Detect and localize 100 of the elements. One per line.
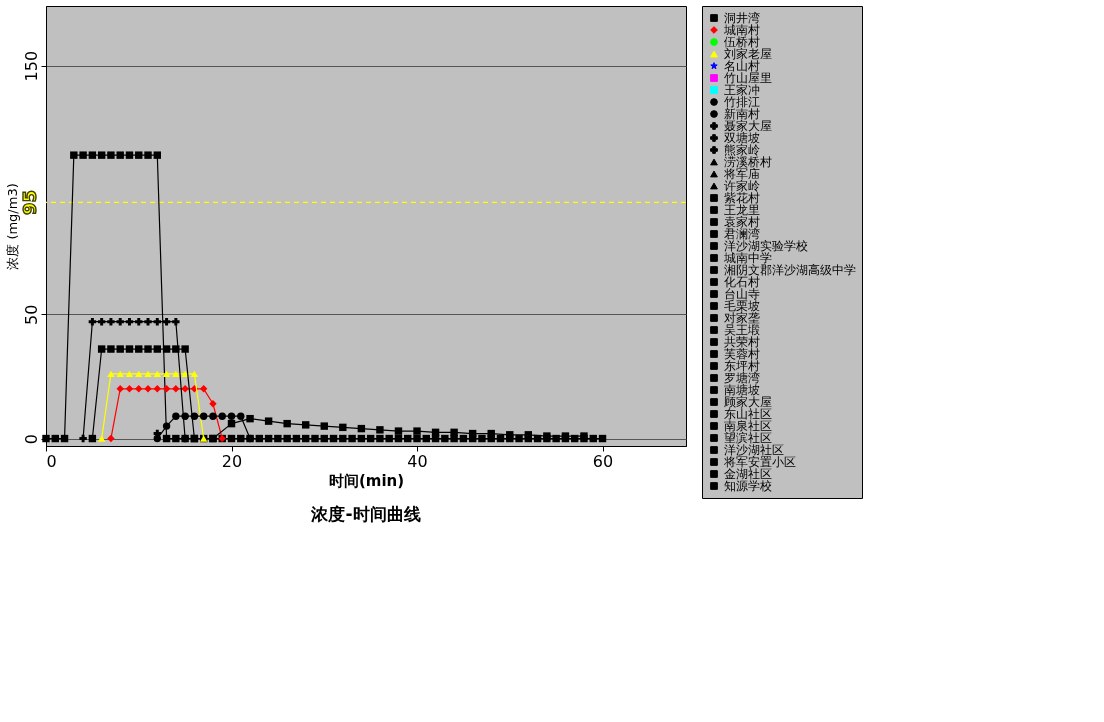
text: 浓度-时间曲线 [310,503,421,524]
legend-label: 紫花村 [724,191,760,205]
point [135,370,143,378]
point [172,345,180,353]
legend-label: 涝溪桥村 [724,155,772,169]
x-axis-title: 时间(min) [328,471,405,490]
point [376,426,384,434]
point [209,412,217,420]
legend-label: 知源学校 [724,479,772,493]
legend-label: 洞井湾 [724,11,760,25]
legend-label: 金湖社区 [724,467,772,481]
point [153,345,162,353]
point [199,385,208,393]
point [125,318,134,326]
point [172,385,180,393]
point [413,427,421,435]
legend-label: 东坪村 [724,359,760,373]
point [394,427,403,435]
legend-label: 王家冲 [724,83,760,97]
legend-label: 对家垄 [724,311,760,325]
point [107,434,115,443]
point [153,385,162,393]
point [190,370,199,378]
point [135,345,143,353]
point [107,345,115,353]
point [209,434,217,443]
legend-label: 双塘坡 [724,131,760,145]
point [524,431,533,439]
y-tick-label: 50 [21,304,41,325]
point [116,345,124,353]
legend-label: 吴王塅 [724,323,760,337]
legend-label: 化石村 [724,275,760,289]
legend-label: 湘阴文郡洋沙湖高级中学 [724,263,856,277]
legend-label: 洋沙湖社区 [724,443,784,457]
legend-label: 伍桥村 [724,35,760,49]
point [125,345,134,353]
point [162,345,171,353]
point [162,370,171,378]
point [135,385,143,393]
point [153,318,162,326]
point [246,414,254,423]
point [107,370,115,378]
point [237,412,245,420]
y-axis-title: 浓度 (mg/m3) [4,183,20,270]
point [97,435,106,442]
point [125,370,134,378]
point [283,419,291,428]
legend-label: 南泉社区 [724,419,772,433]
x-tick-label: 0 [46,451,57,471]
point [227,412,236,420]
point [162,422,171,430]
legend-label: 望滨社区 [724,431,772,445]
legend-label: 城南村 [723,23,760,37]
legend-label: 洋沙湖实验学校 [724,239,808,253]
legend-label: 新南村 [724,107,760,121]
legend-label: 共荣村 [724,335,760,349]
point [506,431,514,439]
point [181,385,189,393]
point [162,318,171,326]
legend-label: 将军庙 [723,167,760,181]
x-tick-label: 40 [407,451,428,471]
point [135,318,143,326]
point [172,370,180,378]
ref-line-label: 95 [19,189,40,215]
point [107,318,115,326]
legend-label: 台山寺 [724,287,760,301]
x-tick-label: 20 [221,451,243,471]
point [116,385,124,393]
point [320,422,328,430]
point [144,318,152,326]
legend-label: 竹山屋里 [724,71,772,85]
point [190,385,199,393]
legend-label: 聂家大屋 [724,119,772,133]
legend-label: 罗塘湾 [724,371,760,385]
point [199,412,208,420]
point [172,412,180,420]
legend-label: 王龙里 [724,203,760,217]
point [144,370,152,378]
point [125,385,134,393]
point [209,400,217,408]
x-tick-label: 60 [592,451,614,471]
point [302,421,310,429]
legend-label: 芙蓉村 [724,347,760,361]
point [181,345,189,353]
point [116,370,124,378]
legend-label: 将军安置小区 [723,455,796,469]
point [172,318,180,326]
y-tick-label: 150 [21,50,41,82]
point [97,345,106,353]
legend-label: 毛栗坡 [724,299,760,313]
legend-label: 南塘坡 [724,383,760,397]
point [144,345,152,353]
point [450,428,458,437]
point [153,370,162,378]
point [190,434,199,443]
legend-label: 顾家大屋 [724,395,772,409]
point [162,385,171,393]
legend-label: 竹排江 [724,95,760,109]
legend-label: 许家岭 [724,179,760,193]
legend-label: 城南中学 [723,251,772,265]
